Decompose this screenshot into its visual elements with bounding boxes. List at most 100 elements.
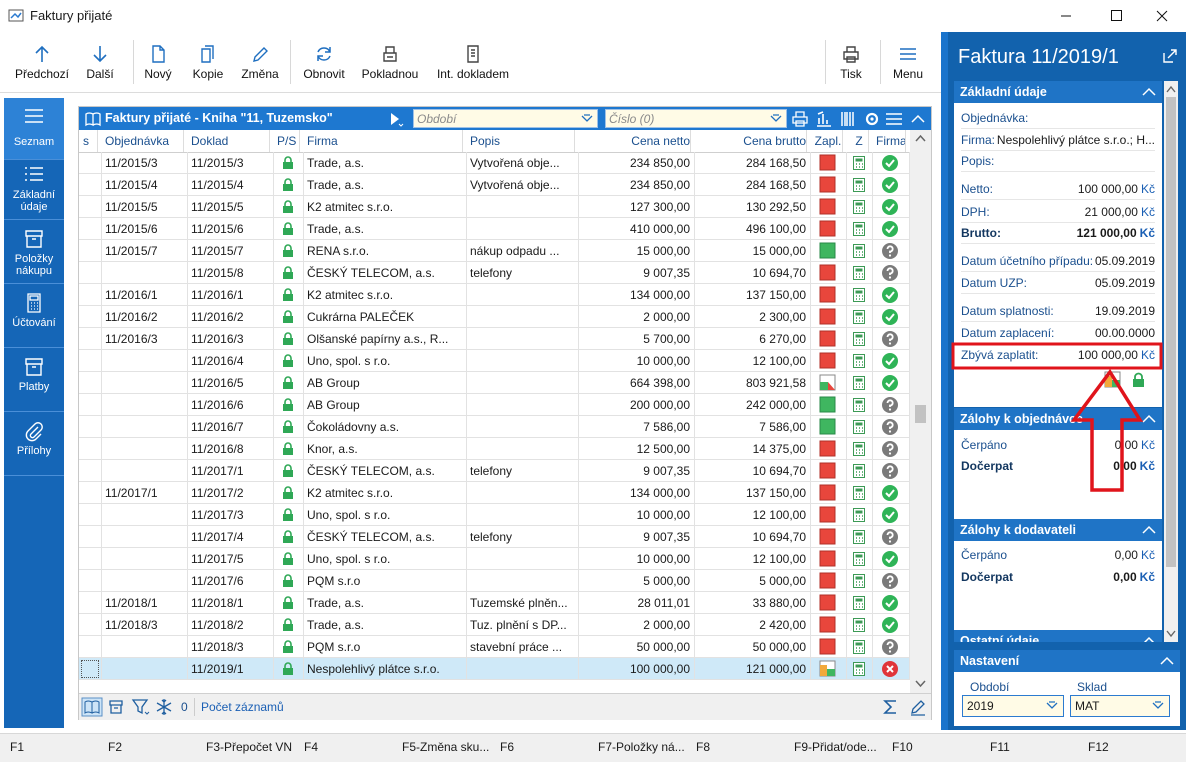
column-header[interactable]: Firma xyxy=(876,130,906,152)
toolbar-button[interactable]: Předchozí xyxy=(2,32,82,90)
company-check[interactable] xyxy=(881,308,899,326)
collapse-icon[interactable] xyxy=(1142,525,1156,535)
function-key[interactable]: F4 xyxy=(304,740,319,754)
section-header[interactable]: Zálohy k dodavateli xyxy=(954,519,1162,541)
company-check[interactable] xyxy=(881,154,899,172)
column-header[interactable]: Popis xyxy=(470,130,575,152)
company-check[interactable] xyxy=(881,462,899,480)
grid-row[interactable]: 11/2015/5 11/2015/5 K2 atmitec s.r.o. 127 3… xyxy=(79,196,910,218)
company-check[interactable] xyxy=(881,330,899,348)
column-header[interactable]: Cena brutto xyxy=(698,130,807,152)
popout-icon[interactable] xyxy=(1162,48,1178,64)
company-check[interactable] xyxy=(881,594,899,612)
function-key[interactable]: F9-Přidat/ode... xyxy=(794,740,877,754)
function-key[interactable]: F11 xyxy=(990,740,1010,754)
company-check[interactable] xyxy=(881,352,899,370)
grid-tool-icon[interactable] xyxy=(863,110,881,128)
collapse-icon[interactable] xyxy=(1142,87,1156,97)
grid-row[interactable]: 11/2016/5 AB Group 664 398,00 803 921,58 xyxy=(79,372,910,394)
grid-row[interactable]: 11/2015/6 11/2015/6 Trade, a.s. 410 000,00 4… xyxy=(79,218,910,240)
toolbar-button[interactable]: Tisk xyxy=(811,32,891,90)
settings-input[interactable]: MAT xyxy=(1070,695,1170,717)
sidebar-item[interactable]: Základní údaje xyxy=(4,156,64,220)
toolbar-button[interactable]: Int. dokladem xyxy=(433,32,513,90)
window-controls[interactable] xyxy=(1040,0,1186,32)
footer-icon[interactable] xyxy=(131,697,153,717)
section-header[interactable]: Nastavení xyxy=(954,650,1180,672)
sidebar-item[interactable]: Položky nákupu xyxy=(4,220,64,284)
footer-icon[interactable] xyxy=(81,697,103,717)
company-check[interactable] xyxy=(881,242,899,260)
scroll-down[interactable] xyxy=(1166,630,1176,638)
function-key[interactable]: F10 xyxy=(892,740,913,754)
footer-icon[interactable] xyxy=(106,697,128,717)
grid-tool-icon[interactable] xyxy=(815,110,833,128)
company-check[interactable] xyxy=(881,506,899,524)
function-key[interactable]: F6 xyxy=(500,740,515,754)
company-check[interactable] xyxy=(881,484,899,502)
section-header[interactable]: Zálohy k objednávce xyxy=(954,408,1162,430)
toolbar-button[interactable]: Pokladnou xyxy=(350,32,430,90)
grid-row[interactable]: 11/2017/1 ČESKÝ TELECOM, a.s. telefony 9 00… xyxy=(79,460,910,482)
edit-icon[interactable] xyxy=(909,698,927,716)
grid-row[interactable]: 11/2017/4 ČESKÝ TELECOM, a.s. telefony 9 00… xyxy=(79,526,910,548)
grid-tool-icon[interactable] xyxy=(909,110,927,128)
grid-tool-icon[interactable] xyxy=(885,110,903,128)
grid-row[interactable]: 11/2015/4 11/2015/4 Trade, a.s. Vytvořená o… xyxy=(79,174,910,196)
company-check[interactable] xyxy=(881,528,899,546)
company-check[interactable] xyxy=(881,550,899,568)
play-icon[interactable] xyxy=(389,112,405,128)
function-key[interactable]: F2 xyxy=(108,740,123,754)
sidebar-item[interactable]: Seznam xyxy=(4,98,64,160)
column-header[interactable]: P/S xyxy=(277,130,300,152)
grid-row[interactable]: 11/2018/3 PQM s.r.o stavební práce ... 50 0… xyxy=(79,636,910,658)
grid-row[interactable]: 11/2017/5 Uno, spol. s r.o. 10 000,00 12 10… xyxy=(79,548,910,570)
column-header[interactable]: Z xyxy=(850,130,869,152)
filter-input[interactable]: Období xyxy=(413,109,598,128)
grid-tool-icon[interactable] xyxy=(839,110,857,128)
footer-icon[interactable] xyxy=(154,697,176,717)
sidebar-item[interactable]: Platby xyxy=(4,348,64,412)
function-key[interactable]: F7-Položky ná... xyxy=(598,740,685,754)
grid-row[interactable]: 11/2016/7 Čokoládovny a.s. 7 586,00 7 586,0… xyxy=(79,416,910,438)
grid-row[interactable]: 11/2016/6 AB Group 200 000,00 242 000,00 xyxy=(79,394,910,416)
toolbar-button[interactable]: Menu xyxy=(868,32,948,90)
company-check[interactable] xyxy=(881,660,899,678)
sidebar-item[interactable]: Účtování xyxy=(4,284,64,348)
collapse-icon[interactable] xyxy=(1160,656,1174,666)
scroll-up[interactable] xyxy=(915,134,926,142)
grid-row[interactable]: 11/2016/1 11/2016/1 K2 atmitec s.r.o. 134 0… xyxy=(79,284,910,306)
company-check[interactable] xyxy=(881,572,899,590)
column-header[interactable]: Objednávka xyxy=(105,130,184,152)
settings-input[interactable]: 2019 xyxy=(962,695,1064,717)
grid-row[interactable]: 11/2017/6 PQM s.r.o 5 000,00 5 000,00 xyxy=(79,570,910,592)
company-check[interactable] xyxy=(881,418,899,436)
company-check[interactable] xyxy=(881,616,899,634)
grid-row[interactable]: 11/2016/2 11/2016/2 Cukrárna PALEČEK 2 000,… xyxy=(79,306,910,328)
company-check[interactable] xyxy=(881,264,899,282)
company-check[interactable] xyxy=(881,374,899,392)
collapse-icon[interactable] xyxy=(1142,414,1156,424)
column-header[interactable]: Cena netto xyxy=(582,130,691,152)
function-key[interactable]: F5-Změna sku... xyxy=(402,740,490,754)
scroll-thumb[interactable] xyxy=(915,405,926,423)
grid-row[interactable]: 11/2017/3 Uno, spol. s r.o. 10 000,00 12 10… xyxy=(79,504,910,526)
function-key[interactable]: F1 xyxy=(10,740,25,754)
grid-row[interactable]: 11/2015/8 ČESKÝ TELECOM, a.s. telefony 9 00… xyxy=(79,262,910,284)
toolbar-button[interactable]: Další xyxy=(60,32,140,90)
section-header[interactable]: Ostatní údaje xyxy=(954,630,1162,642)
company-check[interactable] xyxy=(881,176,899,194)
grid-row[interactable]: 11/2016/8 Knor, a.s. 12 500,00 14 375,00 xyxy=(79,438,910,460)
column-header[interactable]: Zapl. xyxy=(814,130,843,152)
grid-row[interactable]: 11/2017/1 11/2017/2 K2 atmitec s.r.o. 134 0… xyxy=(79,482,910,504)
company-check[interactable] xyxy=(881,396,899,414)
section-header[interactable]: Základní údaje xyxy=(954,81,1162,103)
function-key[interactable]: F3-Přepočet VN xyxy=(206,740,293,754)
toolbar-button[interactable]: Změna xyxy=(220,32,300,90)
toolbar-button[interactable]: Obnovit xyxy=(284,32,364,90)
grid-tool-icon[interactable] xyxy=(791,110,809,128)
toolbar-button[interactable]: Kopie xyxy=(168,32,248,90)
grid-row[interactable]: 11/2018/3 11/2018/2 Trade, a.s. Tuz. plnění… xyxy=(79,614,910,636)
company-check[interactable] xyxy=(881,638,899,656)
toolbar-button[interactable]: Nový xyxy=(118,32,198,90)
